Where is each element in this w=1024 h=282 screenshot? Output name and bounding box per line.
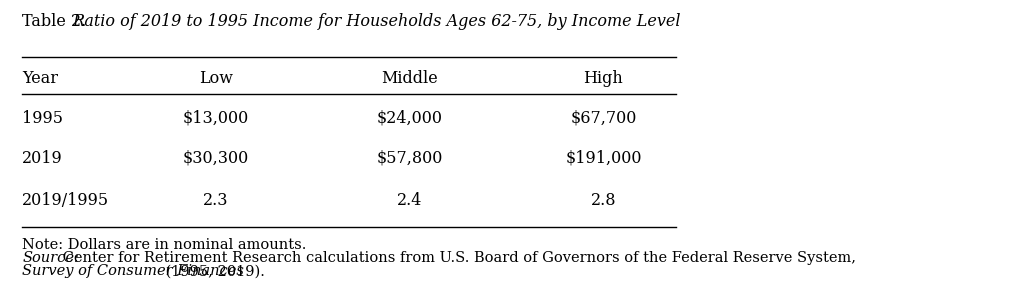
Text: $13,000: $13,000 bbox=[182, 110, 249, 127]
Text: Year: Year bbox=[23, 70, 58, 87]
Text: $24,000: $24,000 bbox=[377, 110, 442, 127]
Text: 2.4: 2.4 bbox=[397, 192, 422, 209]
Text: Middle: Middle bbox=[381, 70, 438, 87]
Text: Table 2.: Table 2. bbox=[23, 14, 91, 30]
Text: (1995, 2019).: (1995, 2019). bbox=[161, 265, 264, 279]
Text: Center for Retirement Research calculations from U.S. Board of Governors of the : Center for Retirement Research calculati… bbox=[58, 251, 856, 265]
Text: 1995: 1995 bbox=[23, 110, 63, 127]
Text: High: High bbox=[584, 70, 624, 87]
Text: $67,700: $67,700 bbox=[570, 110, 637, 127]
Text: Low: Low bbox=[199, 70, 232, 87]
Text: $191,000: $191,000 bbox=[565, 150, 642, 167]
Text: 2.8: 2.8 bbox=[591, 192, 616, 209]
Text: $30,300: $30,300 bbox=[182, 150, 249, 167]
Text: 2.3: 2.3 bbox=[203, 192, 228, 209]
Text: 2019/1995: 2019/1995 bbox=[23, 192, 110, 209]
Text: Ratio of 2019 to 1995 Income for Households Ages 62-75, by Income Level: Ratio of 2019 to 1995 Income for Househo… bbox=[73, 14, 681, 30]
Text: Survey of Consumer Finances: Survey of Consumer Finances bbox=[23, 265, 244, 279]
Text: 2019: 2019 bbox=[23, 150, 62, 167]
Text: Note: Dollars are in nominal amounts.: Note: Dollars are in nominal amounts. bbox=[23, 238, 306, 252]
Text: $57,800: $57,800 bbox=[377, 150, 442, 167]
Text: Source:: Source: bbox=[23, 251, 79, 265]
